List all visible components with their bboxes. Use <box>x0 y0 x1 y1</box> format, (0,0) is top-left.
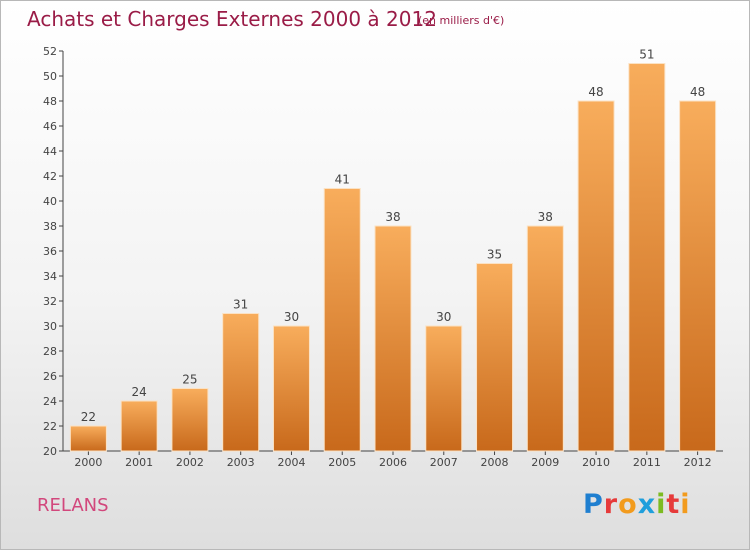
y-tick-label: 30 <box>43 320 57 333</box>
x-tick-label: 2007 <box>430 456 458 469</box>
x-tick-label: 2012 <box>684 456 712 469</box>
y-tick-label: 48 <box>43 95 57 108</box>
x-tick-label: 2008 <box>481 456 509 469</box>
x-tick-label: 2011 <box>633 456 661 469</box>
bar-2005 <box>323 188 361 452</box>
y-tick-label: 36 <box>43 245 57 258</box>
bar-2002 <box>171 388 209 452</box>
y-tick-label: 28 <box>43 345 57 358</box>
bar-2001 <box>120 400 158 452</box>
y-tick-label: 20 <box>43 445 57 458</box>
x-tick-label: 2006 <box>379 456 407 469</box>
chart-subtitle: (en milliers d'€) <box>418 14 505 27</box>
proxiti-logo[interactable]: Proxiti <box>583 489 691 520</box>
chart-title: Achats et Charges Externes 2000 à 2012 <box>27 7 437 31</box>
y-tick-label: 46 <box>43 120 57 133</box>
x-tick-label: 2009 <box>531 456 559 469</box>
bar-value-label: 22 <box>81 410 96 424</box>
bar-2003 <box>222 313 260 452</box>
x-tick-label: 2000 <box>74 456 102 469</box>
y-tick-label: 26 <box>43 370 57 383</box>
logo-letter: i <box>656 489 667 520</box>
x-tick-label: 2001 <box>125 456 153 469</box>
x-tick-label: 2004 <box>277 456 305 469</box>
logo-letter: i <box>680 489 691 520</box>
x-tick-label: 2010 <box>582 456 610 469</box>
bar-value-label: 48 <box>588 85 603 99</box>
bar-2000 <box>69 425 107 452</box>
y-tick-label: 34 <box>43 270 57 283</box>
y-tick-label: 40 <box>43 195 57 208</box>
bar-value-label: 24 <box>132 385 147 399</box>
bar-value-label: 38 <box>538 210 553 224</box>
logo-letter: r <box>603 489 619 520</box>
bar-value-label: 51 <box>639 48 654 62</box>
logo-letter: x <box>637 489 657 520</box>
y-tick-label: 52 <box>43 45 57 58</box>
logo-letter: t <box>666 489 681 520</box>
bar-value-label: 31 <box>233 298 248 312</box>
place-name: RELANS <box>37 495 109 516</box>
bar-value-label: 41 <box>335 173 350 187</box>
y-tick-label: 22 <box>43 420 57 433</box>
bar-2012 <box>679 100 717 452</box>
bar-2004 <box>272 325 310 452</box>
bar-value-label: 48 <box>690 85 705 99</box>
bar-value-label: 30 <box>436 310 451 324</box>
logo-letter: P <box>583 489 604 520</box>
logo-letter: o <box>618 489 638 520</box>
x-tick-label: 2005 <box>328 456 356 469</box>
y-tick-label: 24 <box>43 395 57 408</box>
bar-2008 <box>476 263 514 452</box>
y-tick-label: 50 <box>43 70 57 83</box>
y-tick-label: 32 <box>43 295 57 308</box>
bar-value-label: 25 <box>182 373 197 387</box>
bar-2006 <box>374 225 412 452</box>
bar-2007 <box>425 325 463 452</box>
y-tick-label: 44 <box>43 145 57 158</box>
bar-value-label: 35 <box>487 248 502 262</box>
y-tick-label: 42 <box>43 170 57 183</box>
x-tick-label: 2003 <box>227 456 255 469</box>
bar-2009 <box>526 225 564 452</box>
bar-2010 <box>577 100 615 452</box>
bar-2011 <box>628 63 666 452</box>
x-tick-label: 2002 <box>176 456 204 469</box>
bar-value-label: 38 <box>385 210 400 224</box>
y-tick-label: 38 <box>43 220 57 233</box>
bar-value-label: 30 <box>284 310 299 324</box>
